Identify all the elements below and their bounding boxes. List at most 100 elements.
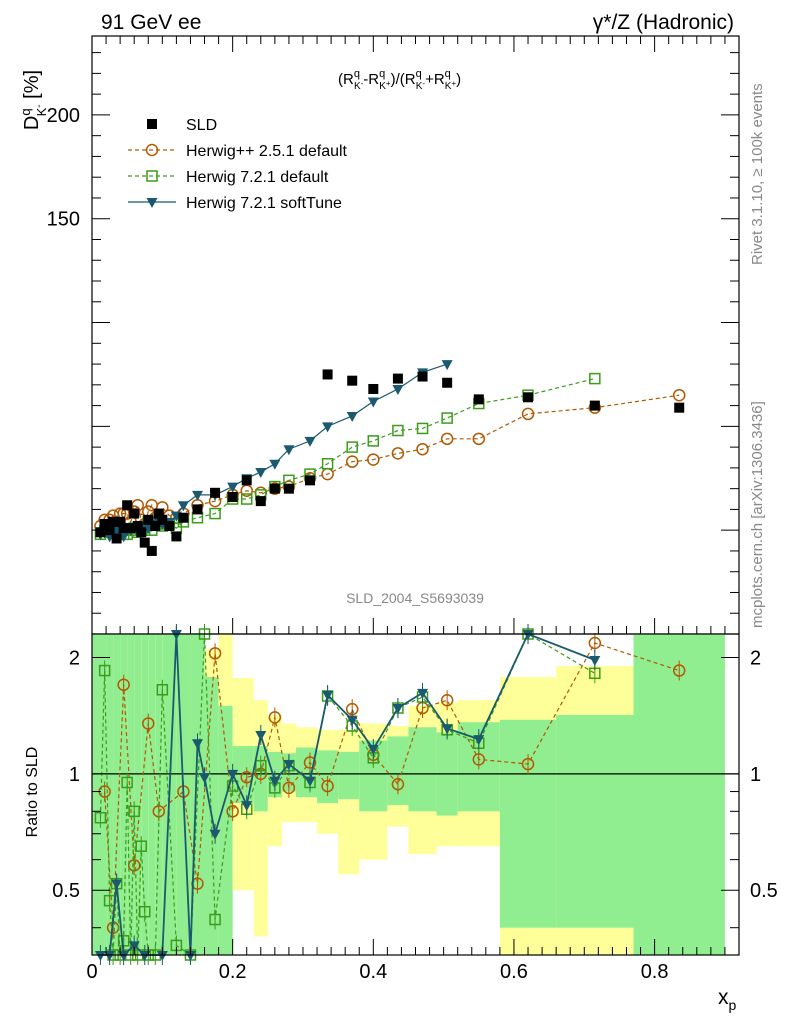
point-0-22: [210, 487, 221, 498]
legend-label-1: Herwig++ 2.5.1 default: [186, 143, 348, 160]
point-3-25: [255, 468, 267, 479]
ratio-point-2-11: [209, 829, 221, 840]
point-0-35: [473, 394, 484, 405]
ratio-point-0-12: [268, 711, 282, 724]
ratio-point-2-7: [170, 630, 182, 640]
band-green: [387, 736, 409, 806]
band-green: [141, 634, 149, 955]
ratio-point-2-2: [111, 879, 123, 890]
y-axis-label-ratio: Ratio to SLD: [24, 747, 41, 838]
band-green: [218, 705, 233, 955]
ratio-point-1-15: [156, 684, 169, 696]
point-3-29: [322, 422, 334, 433]
ratio-point-2-23: [441, 724, 453, 735]
band-green: [155, 634, 163, 955]
band-green: [232, 746, 254, 804]
header-left: 91 GeV ee: [101, 11, 201, 34]
x-tick-label: 0: [86, 961, 97, 983]
point-3-34: [441, 360, 453, 371]
band-green: [134, 634, 142, 955]
point-2-34: [441, 412, 453, 424]
ratio-point-1-22: [255, 759, 267, 772]
point-3-23: [227, 482, 239, 493]
ratio-y-tick-label-left: 0.5: [52, 880, 80, 902]
point-0-38: [674, 402, 685, 413]
x-tick-label: 0.4: [359, 961, 387, 983]
band-green: [99, 634, 107, 955]
point-2-32: [392, 424, 404, 437]
point-1-35: [472, 432, 486, 446]
ratio-y-tick-label-right: 0.5: [750, 880, 778, 902]
point-0-11: [136, 527, 147, 538]
band-green: [499, 719, 557, 928]
ratio-point-2-18: [322, 690, 334, 701]
point-0-21: [192, 504, 203, 515]
x-tick-label: 0.2: [219, 961, 247, 983]
ratio-bands: [92, 634, 739, 955]
point-0-16: [153, 508, 164, 519]
point-2-24: [240, 493, 253, 505]
point-0-6: [118, 523, 129, 534]
legend-label-0: SLD: [186, 117, 217, 134]
legend-marker-0: [147, 119, 157, 129]
x-tick-label: 0.6: [500, 961, 528, 983]
source-text: mcplots.cern.ch [arXiv:1306.3436]: [749, 401, 766, 628]
ratio-point-0-23: [588, 636, 602, 650]
point-0-0: [95, 527, 106, 538]
band-yellow: [338, 729, 360, 875]
ratio-point-0-22: [521, 757, 535, 771]
ratio-point-0-14: [303, 756, 317, 769]
ratio-point-1-7: [121, 776, 133, 789]
x-tick-label: 0.8: [641, 961, 669, 983]
band-green: [295, 747, 318, 798]
point-3-20: [177, 501, 189, 512]
point-0-32: [392, 373, 403, 384]
legend-marker-2: [146, 170, 158, 182]
ratio-point-1-1: [98, 664, 111, 677]
point-0-23: [227, 491, 238, 502]
ratio-point-2-20: [367, 744, 379, 755]
point-0-20: [178, 512, 189, 523]
point-0-10: [132, 521, 143, 532]
point-0-25: [255, 496, 266, 507]
ratio-point-2-6: [156, 951, 168, 961]
ratio-point-2-19: [346, 715, 358, 726]
ratio-point-2-21: [392, 704, 404, 715]
point-0-12: [139, 537, 150, 548]
point-3-28: [304, 436, 316, 447]
point-0-4: [111, 533, 122, 544]
point-2-33: [416, 422, 429, 435]
point-0-18: [164, 521, 175, 532]
ratio-point-0-8: [208, 647, 222, 660]
point-0-28: [305, 475, 316, 486]
formula-label: (Rq K--Rq K+)/(Rq K-+Rq K+): [338, 68, 461, 92]
band-green: [113, 634, 121, 955]
legend-marker-1: [145, 143, 159, 157]
series-line-1: [99, 394, 680, 527]
ratio-point-0-24: [672, 664, 686, 677]
band-green: [127, 634, 135, 955]
point-0-17: [157, 514, 168, 525]
point-2-29: [321, 457, 334, 470]
point-3-31: [367, 397, 379, 408]
point-3-32: [392, 384, 404, 395]
ratio-point-2-24: [473, 735, 485, 746]
ratio-point-2-0: [94, 951, 106, 961]
y-tick-label: 200: [47, 105, 80, 127]
band-green: [120, 634, 128, 955]
ratio-point-0-20: [440, 694, 454, 707]
point-2-30: [346, 441, 358, 453]
point-2-22: [209, 507, 221, 520]
main-axes: 150 200: [47, 36, 739, 635]
point-0-9: [129, 508, 140, 519]
ratio-point-2-16: [283, 760, 295, 771]
point-0-31: [368, 383, 379, 394]
ratio-point-2-5: [139, 951, 151, 961]
point-0-27: [283, 483, 294, 494]
ratio-point-1-19: [209, 913, 221, 926]
ratio-y-tick-label-left: 1: [69, 764, 80, 786]
ratio-point-2-4: [128, 941, 140, 952]
point-0-24: [241, 475, 252, 486]
point-0-8: [125, 523, 136, 534]
